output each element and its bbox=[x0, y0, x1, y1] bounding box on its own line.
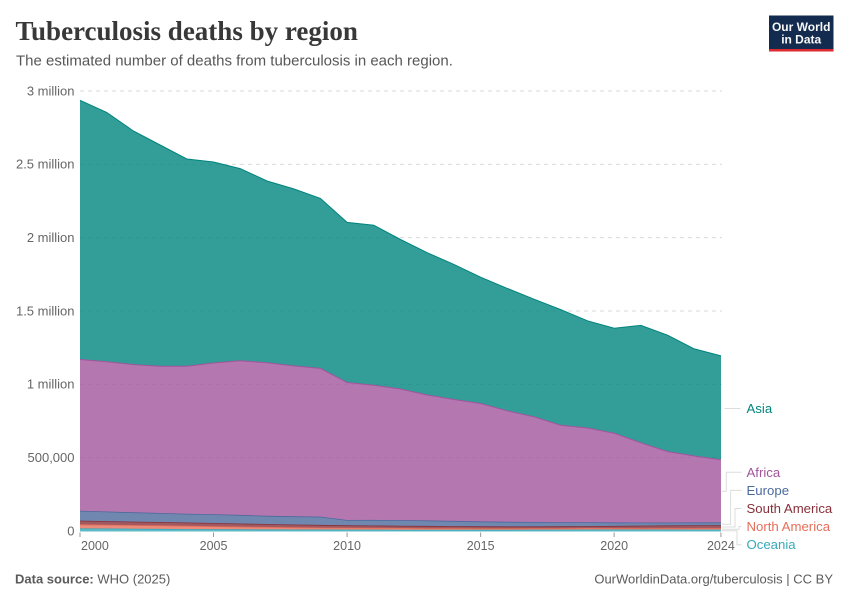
svg-text:1 million: 1 million bbox=[27, 377, 75, 392]
svg-text:2010: 2010 bbox=[333, 539, 361, 553]
svg-text:Tuberculosis deaths by region: Tuberculosis deaths by region bbox=[16, 16, 358, 46]
svg-text:Data source: WHO (2025): Data source: WHO (2025) bbox=[15, 572, 170, 587]
svg-text:Our World: Our World bbox=[772, 20, 830, 34]
svg-text:2015: 2015 bbox=[467, 539, 495, 553]
svg-text:in Data: in Data bbox=[781, 33, 821, 47]
svg-text:3 million: 3 million bbox=[27, 83, 75, 98]
svg-text:Oceania: Oceania bbox=[747, 537, 797, 552]
svg-text:North America: North America bbox=[747, 519, 831, 534]
svg-text:Africa: Africa bbox=[747, 465, 781, 480]
svg-text:South America: South America bbox=[747, 501, 833, 516]
svg-text:OurWorldinData.org/tuberculosi: OurWorldinData.org/tuberculosis | CC BY bbox=[594, 572, 833, 587]
svg-text:The estimated number of deaths: The estimated number of deaths from tube… bbox=[16, 53, 453, 70]
svg-text:2005: 2005 bbox=[200, 539, 228, 553]
svg-text:2000: 2000 bbox=[81, 539, 109, 553]
svg-text:500,000: 500,000 bbox=[28, 450, 75, 465]
svg-text:Asia: Asia bbox=[747, 401, 773, 416]
svg-text:0: 0 bbox=[67, 523, 74, 538]
svg-text:2024: 2024 bbox=[707, 539, 735, 553]
svg-text:2020: 2020 bbox=[600, 539, 628, 553]
svg-text:2 million: 2 million bbox=[27, 230, 75, 245]
svg-text:Europe: Europe bbox=[747, 483, 790, 498]
svg-text:2.5 million: 2.5 million bbox=[16, 157, 75, 172]
svg-text:1.5 million: 1.5 million bbox=[16, 303, 75, 318]
